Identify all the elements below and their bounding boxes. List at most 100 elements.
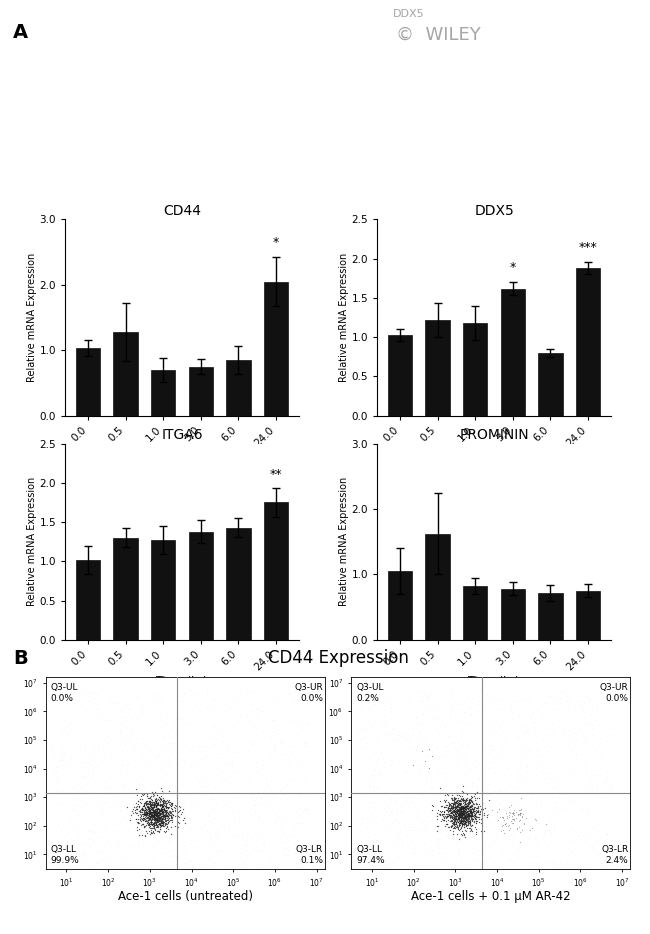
Point [393,814,403,828]
Point [125,811,135,826]
Point [387,708,397,723]
Point [462,820,472,835]
Point [224,763,235,778]
Point [174,745,185,760]
Point [414,852,424,867]
Point [66,724,77,739]
Point [536,764,546,779]
Point [536,700,547,715]
Point [494,803,504,818]
Point [75,740,85,755]
Point [461,809,471,824]
Point [157,801,168,816]
Point [91,790,101,805]
Point [129,821,139,836]
Point [488,835,498,850]
Point [166,826,177,841]
Point [605,783,616,798]
Point [560,822,570,837]
Point [460,800,471,815]
Point [526,842,537,857]
Point [153,810,164,825]
Point [211,830,222,845]
Point [474,843,484,858]
Point [439,716,449,731]
Point [455,797,465,812]
Point [388,806,398,821]
Point [157,804,168,819]
Point [184,820,194,835]
Point [358,815,369,830]
Point [458,800,468,814]
Point [161,715,172,730]
Point [63,818,73,833]
Point [410,717,421,732]
Point [590,766,601,781]
Point [569,857,579,872]
Point [207,789,217,804]
Point [217,763,228,778]
Point [141,801,151,816]
Point [456,812,466,827]
Point [224,794,234,809]
Point [437,814,448,828]
Point [138,811,149,826]
Point [232,717,242,732]
Point [274,731,285,746]
Point [155,794,166,809]
Point [111,683,121,698]
Point [424,704,434,719]
Point [284,721,294,736]
Point [155,808,166,823]
Point [530,746,541,761]
Point [575,712,586,727]
Point [55,802,65,817]
Point [176,723,186,738]
Point [385,726,395,741]
Point [578,740,588,755]
Point [263,830,273,845]
Point [603,802,613,817]
Point [47,848,57,863]
Point [589,842,599,856]
Point [163,800,174,814]
Point [138,813,148,828]
Point [480,817,491,832]
Point [179,727,189,742]
Point [153,709,164,724]
Point [266,772,276,787]
Point [439,812,450,827]
Point [132,801,142,816]
Point [445,710,455,725]
Point [220,697,231,712]
Point [120,736,131,751]
Point [397,729,408,743]
Point [172,778,182,793]
Point [434,774,445,789]
Point [443,800,454,815]
Point [443,806,453,821]
Point [378,800,389,815]
Point [132,805,142,820]
Point [132,854,142,869]
Point [460,814,471,828]
Point [408,790,419,805]
Point [75,755,85,770]
Point [376,843,386,858]
Point [241,847,252,862]
Point [461,805,471,820]
Point [500,816,511,831]
Point [61,754,72,769]
Point [603,787,613,802]
Point [150,817,160,832]
Point [253,770,263,785]
Point [103,720,113,735]
Point [594,788,604,803]
Point [448,802,459,817]
Point [148,815,159,830]
Point [137,800,148,815]
Point [90,776,101,791]
Point [93,737,103,752]
Point [170,805,181,820]
Point [410,839,420,854]
